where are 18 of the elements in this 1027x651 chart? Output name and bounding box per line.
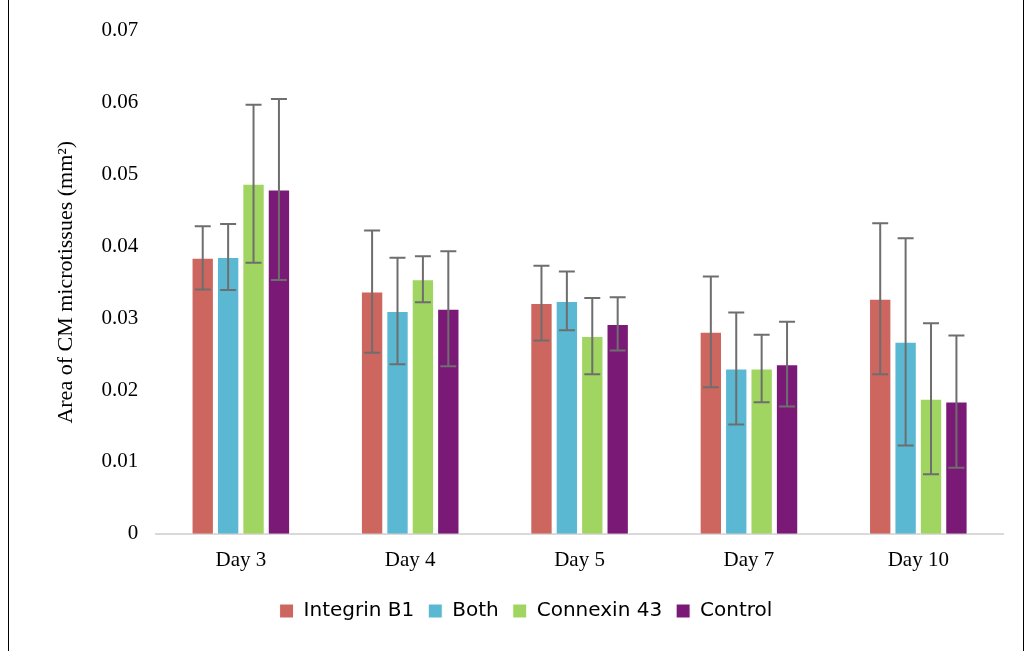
legend-label: Control xyxy=(700,597,773,622)
y-tick-label: 0.04 xyxy=(101,232,139,257)
y-tick-label: 0.06 xyxy=(101,89,139,113)
legend-label: Connexin 43 xyxy=(536,597,663,622)
y-tick-label: 0.03 xyxy=(101,304,139,329)
y-tick-label: 0 xyxy=(127,520,139,545)
x-tick-label: Day 3 xyxy=(215,546,267,571)
y-tick-label: 0.07 xyxy=(101,17,139,42)
y-axis-title: Area of CM microtissues (mm²) xyxy=(51,140,77,424)
x-tick-label: Day 5 xyxy=(554,546,605,571)
legend-label: Integrin B1 xyxy=(303,597,415,622)
legend-label: Both xyxy=(452,597,499,622)
y-tick-label: 0.01 xyxy=(101,448,139,473)
y-tick-label: 0.02 xyxy=(101,376,139,401)
x-tick-label: Day 7 xyxy=(723,546,775,571)
y-tick-label: 0.05 xyxy=(101,160,139,185)
x-tick-label: Day 4 xyxy=(384,546,437,571)
x-tick-label: Day 10 xyxy=(887,546,949,571)
